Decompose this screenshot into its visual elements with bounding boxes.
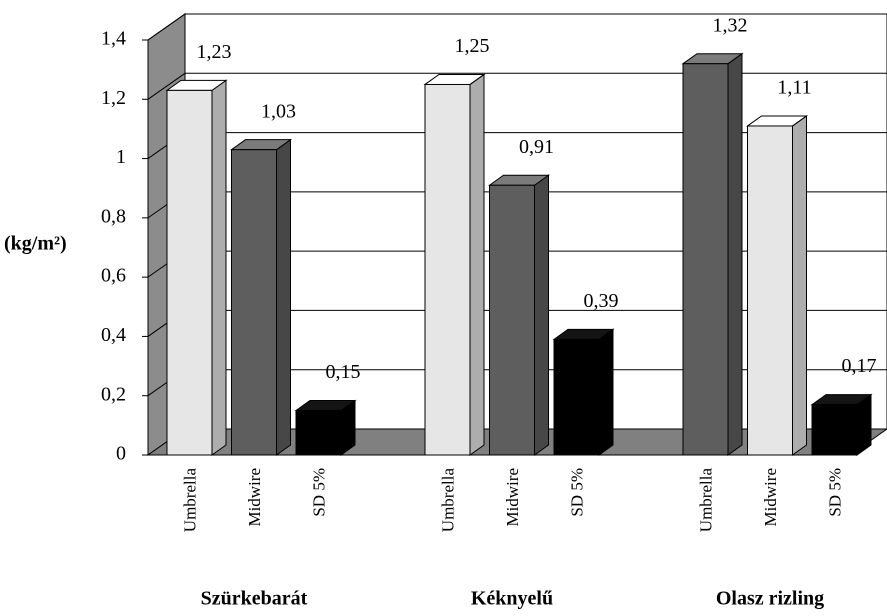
bar-side (469, 73, 485, 456)
value-label: 1,03 (261, 100, 296, 122)
y-tick-label: 0,6 (101, 265, 126, 287)
value-label: 1,23 (197, 41, 232, 63)
x-tick-label: Midwire (761, 468, 780, 527)
value-label: 1,25 (455, 35, 490, 57)
y-tick-label: 1 (116, 146, 126, 168)
value-label: 1,11 (777, 77, 811, 99)
bar (295, 410, 342, 456)
value-label: 0,15 (326, 361, 361, 383)
x-tick-label: SD 5% (309, 468, 328, 517)
y-tick-label: 0,4 (101, 324, 126, 346)
bar-side (727, 52, 743, 456)
bar-side (792, 114, 807, 456)
y-tick-label: 0 (116, 443, 126, 465)
bar-side (534, 174, 549, 456)
x-tick-label: SD 5% (825, 468, 844, 517)
x-tick-label: Umbrella (180, 468, 199, 533)
y-tick-label: 1,2 (101, 87, 126, 109)
bar (553, 338, 600, 456)
y-axis-label: (kg/m²) (4, 233, 67, 255)
y-tick-label: 0,8 (101, 205, 126, 227)
bar-side (276, 138, 291, 456)
bar (682, 63, 729, 456)
bar (424, 83, 471, 456)
x-tick-label: Umbrella (438, 468, 457, 533)
group-label: Kéknyelű (471, 588, 553, 610)
bar (166, 89, 213, 456)
value-label: 0,17 (842, 355, 877, 377)
grid-line (147, 13, 887, 41)
bar-side (598, 328, 614, 456)
y-tick-label: 1,4 (101, 28, 126, 50)
value-label: 1,32 (713, 14, 748, 36)
x-tick-label: Midwire (503, 468, 522, 527)
bar (747, 125, 793, 456)
x-tick-label: Umbrella (696, 468, 715, 533)
group-label: Olasz rizling (716, 588, 824, 610)
x-tick-label: Midwire (245, 468, 264, 527)
value-label: 0,91 (519, 136, 554, 158)
bar-side (211, 79, 227, 456)
bar (489, 184, 535, 456)
bar (231, 149, 277, 456)
grid-line (147, 72, 887, 100)
bar (811, 404, 858, 456)
value-label: 0,39 (584, 290, 619, 312)
y-tick-label: 0,2 (101, 383, 126, 405)
group-label: Szürkebarát (201, 588, 308, 610)
x-tick-label: SD 5% (567, 468, 586, 517)
